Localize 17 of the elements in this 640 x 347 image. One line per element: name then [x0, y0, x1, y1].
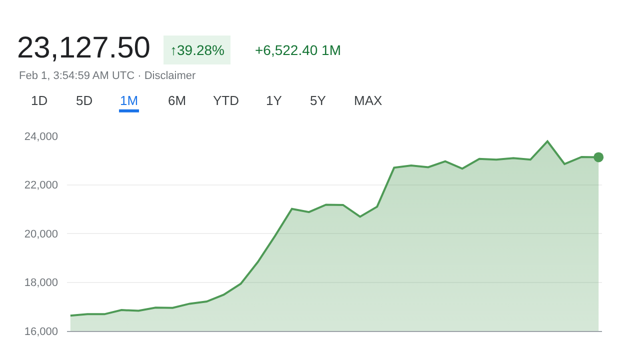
text: 1D	[31, 93, 48, 108]
chart-subtitle: Feb 1, 3:54:59 AM UTC · Disclaimer	[19, 70, 196, 82]
chart-title: 23,127.50	[17, 32, 150, 64]
text: 6M	[168, 93, 186, 108]
text: ↑39.28%	[170, 42, 224, 58]
y-tick-label: 18,000	[24, 277, 58, 290]
y-tick-label: 16,000	[24, 326, 58, 338]
text: 1M	[120, 93, 138, 108]
y-tick-label: 20,000	[24, 228, 58, 240]
text: 5Y	[310, 93, 326, 108]
y-tick-label: 22,000	[24, 180, 58, 192]
text: MAX	[354, 93, 382, 108]
text: 1Y	[266, 93, 282, 108]
y-tick-label: 24,000	[24, 130, 58, 143]
text: +6,522.40 1M	[255, 42, 342, 58]
text: 5D	[76, 93, 93, 108]
text: YTD	[213, 93, 239, 108]
